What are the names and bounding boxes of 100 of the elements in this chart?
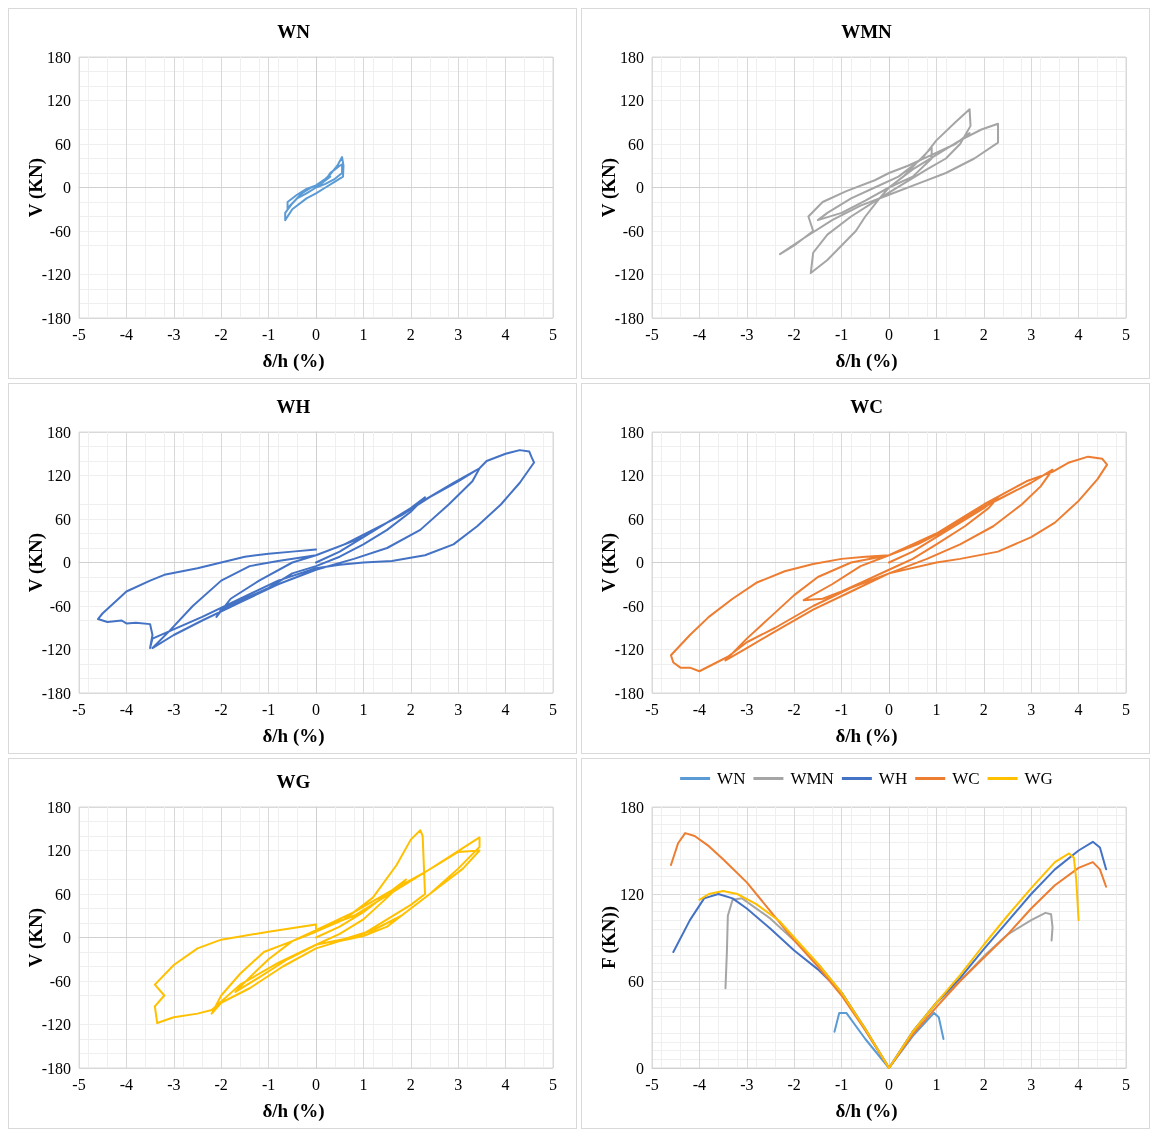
x-tick-label: 1 <box>932 325 941 343</box>
y-tick-label: 60 <box>628 510 644 528</box>
y-tick-label: 120 <box>47 92 71 109</box>
x-tick-label: -2 <box>214 325 228 343</box>
x-tick-label: -5 <box>645 700 659 718</box>
x-tick-label: 1 <box>359 325 368 343</box>
x-tick-label: 3 <box>1027 700 1036 718</box>
y-tick-label: 180 <box>620 423 644 441</box>
y-tick-label: 180 <box>47 798 71 816</box>
y-tick-label: 0 <box>63 929 71 946</box>
x-tick-label: -5 <box>72 1075 86 1093</box>
x-tick-label: 2 <box>979 1075 988 1093</box>
y-axis-title: V (KN) <box>24 907 47 968</box>
y-tick-label: 120 <box>620 885 644 903</box>
y-tick-label: -120 <box>41 641 71 658</box>
y-tick-label: 60 <box>628 972 644 990</box>
x-tick-label: -3 <box>167 1075 181 1093</box>
x-tick-label: 5 <box>1122 700 1130 718</box>
x-tick-label: -2 <box>787 700 801 718</box>
x-tick-label: -4 <box>692 1075 707 1093</box>
x-tick-label: -2 <box>214 700 228 718</box>
chart-title: WG <box>276 771 311 792</box>
x-tick-label: 5 <box>549 700 557 718</box>
y-tick-label: 0 <box>63 179 71 196</box>
x-tick-label: 4 <box>1074 700 1083 718</box>
x-tick-label: -4 <box>119 1075 134 1093</box>
chart-title: WC <box>850 396 883 417</box>
y-tick-label: 0 <box>636 179 644 196</box>
x-tick-label: -3 <box>167 325 181 343</box>
x-tick-label: 0 <box>885 700 893 718</box>
x-tick-label: 1 <box>359 1075 368 1093</box>
y-axis-title: F (KN)) <box>597 905 620 970</box>
x-axis-title: δ/h (%) <box>835 1100 898 1122</box>
y-tick-label: -120 <box>41 266 71 283</box>
y-tick-label: 120 <box>47 467 71 484</box>
line-series <box>778 108 1000 275</box>
y-tick-label: 180 <box>620 48 644 66</box>
y-tick-label: 0 <box>636 1059 644 1077</box>
x-tick-label: -1 <box>834 700 849 718</box>
line-series <box>669 455 1109 673</box>
x-tick-label: -3 <box>740 1075 754 1093</box>
x-tick-label: -3 <box>740 325 754 343</box>
y-tick-label: -180 <box>41 1059 71 1077</box>
legend-label: WG <box>1024 769 1053 788</box>
chart-title: WN <box>277 21 311 42</box>
y-tick-label: -120 <box>41 1016 71 1033</box>
y-tick-label: -180 <box>41 684 71 702</box>
y-tick-label: 60 <box>55 135 71 153</box>
x-axis-title: δ/h (%) <box>835 350 898 372</box>
line-series <box>96 449 536 650</box>
x-tick-label: -5 <box>645 1075 659 1093</box>
y-tick-label: -180 <box>614 309 644 327</box>
x-tick-label: -3 <box>167 700 181 718</box>
x-tick-label: 3 <box>1027 1075 1036 1093</box>
x-tick-label: 2 <box>979 700 988 718</box>
legend-label: WH <box>878 769 908 788</box>
x-tick-label: -5 <box>72 325 86 343</box>
x-tick-label: 4 <box>501 325 510 343</box>
x-tick-label: -1 <box>261 1075 276 1093</box>
x-axis-title: δ/h (%) <box>835 725 898 747</box>
x-tick-label: 2 <box>406 325 415 343</box>
chart-title: WMN <box>841 21 893 42</box>
x-tick-label: -1 <box>261 325 276 343</box>
y-tick-label: -60 <box>49 972 71 990</box>
x-tick-label: 0 <box>312 1075 320 1093</box>
x-tick-label: 0 <box>312 700 320 718</box>
x-tick-label: 1 <box>932 700 941 718</box>
x-tick-label: 2 <box>406 1075 415 1093</box>
y-axis-title: V (KN) <box>24 532 47 593</box>
legend-label: WMN <box>790 769 834 788</box>
x-tick-label: 0 <box>885 1075 893 1093</box>
x-tick-label: 3 <box>1027 325 1036 343</box>
line-series <box>833 1011 945 1069</box>
x-axis-title: δ/h (%) <box>262 1100 325 1122</box>
y-tick-label: 60 <box>628 135 644 153</box>
line-series <box>284 156 345 222</box>
y-tick-label: -180 <box>41 309 71 327</box>
x-tick-label: -1 <box>834 1075 849 1093</box>
x-tick-label: 4 <box>501 1075 510 1093</box>
x-tick-label: 3 <box>454 1075 463 1093</box>
x-tick-label: 5 <box>1122 325 1130 343</box>
line-series <box>698 852 1080 1069</box>
x-tick-label: -3 <box>740 700 754 718</box>
x-tick-label: -4 <box>692 325 707 343</box>
y-axis-title: V (KN) <box>597 532 620 593</box>
x-tick-label: -4 <box>119 325 134 343</box>
y-tick-label: 60 <box>55 510 71 528</box>
x-tick-label: -4 <box>692 700 707 718</box>
legend-label: WC <box>952 769 980 788</box>
x-tick-label: 4 <box>1074 1075 1083 1093</box>
x-tick-label: -5 <box>72 700 86 718</box>
x-tick-label: 4 <box>1074 325 1083 343</box>
x-tick-label: 0 <box>312 325 320 343</box>
x-tick-label: 3 <box>454 700 463 718</box>
y-tick-label: -60 <box>622 597 644 615</box>
y-tick-label: -120 <box>614 641 644 658</box>
y-tick-label: -60 <box>622 222 644 240</box>
y-tick-label: 0 <box>63 554 71 571</box>
line-series <box>153 829 481 1025</box>
y-tick-label: 180 <box>620 798 644 816</box>
